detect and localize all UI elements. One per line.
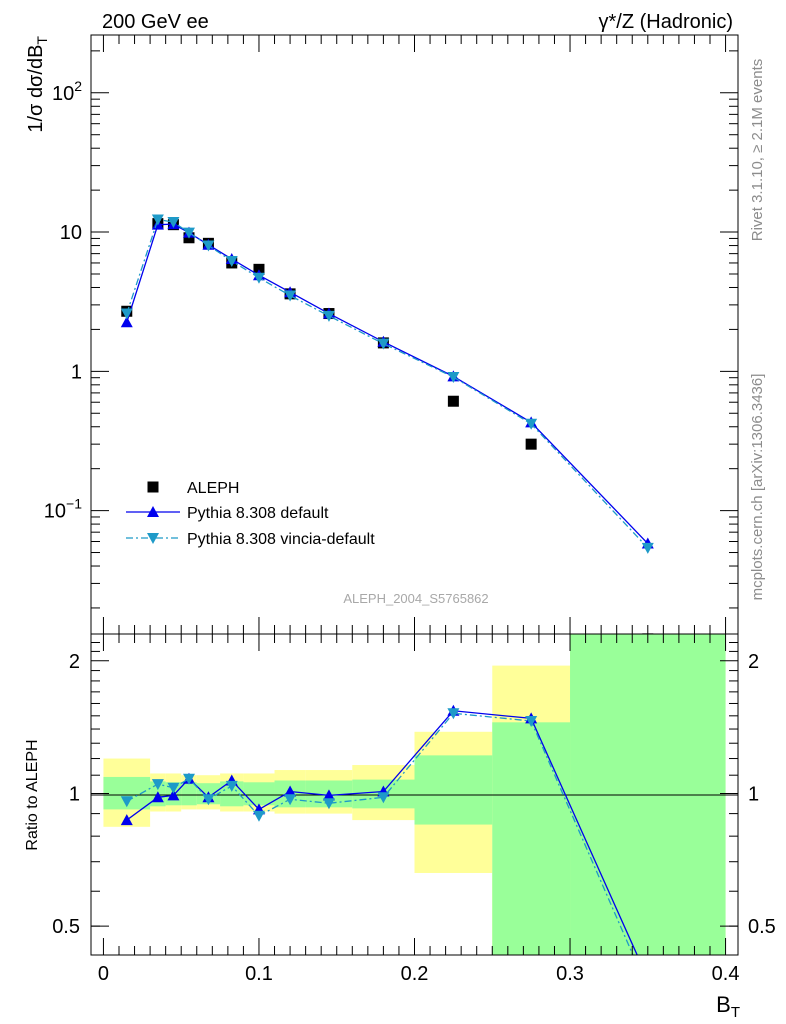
pythia-vincia-point <box>284 290 297 302</box>
pythia-vincia-point <box>151 214 164 226</box>
stat-uncertainty-band <box>492 722 571 955</box>
y-tick-label: 102 <box>52 78 82 105</box>
right-title: γ*/Z (Hadronic) <box>599 11 733 33</box>
pythia-vincia-line <box>126 218 649 549</box>
ratio-y-tick-label-left: 2 <box>69 651 80 673</box>
x-axis-label: BT <box>716 992 740 1021</box>
pythia-vincia-ratio-point <box>322 798 335 810</box>
stat-uncertainty-band <box>181 782 197 806</box>
mcplots-label: mcplots.cern.ch [arXiv:1306.3436] <box>749 374 766 601</box>
ratio-frame <box>90 633 739 956</box>
pythia-vincia-legend-label: Pythia 8.308 vincia-default <box>187 531 375 548</box>
main-panel: 102 10 1 10−1 1/σ dσ/dBT ALEPH_2004_S576586… <box>25 34 739 635</box>
pythia-vincia-ratio-point <box>182 773 195 785</box>
pythia-default-ratio-point <box>322 789 335 801</box>
pythia-vincia-point <box>252 272 265 284</box>
pythia-default-point <box>120 316 133 328</box>
pythia-default-ratio-point <box>284 785 297 797</box>
stat-uncertainty-band <box>243 782 275 806</box>
ratio-ylabel: Ratio to ALEPH <box>24 739 41 850</box>
rivet-label: Rivet 3.1.10, ≥ 2.1M events <box>749 59 766 242</box>
legend: ALEPH Pythia 8.308 default Pythia 8.308 vi… <box>126 480 375 548</box>
main-ylabel: 1/σ dσ/dBT <box>25 36 50 133</box>
pythia-vincia-point <box>322 310 335 322</box>
pythia-vincia-point <box>641 542 654 554</box>
y-tick-label: 10 <box>60 222 82 244</box>
pythia-default-ratio-point <box>151 791 164 803</box>
ratio-y-tick-label-left: 0.5 <box>52 916 80 938</box>
ratio-y-tick-label-right: 1 <box>748 783 759 805</box>
left-title: 200 GeV ee <box>102 11 209 33</box>
pythia-vincia-ratio-point <box>642 984 654 995</box>
pythia-vincia-point <box>525 418 538 430</box>
watermark: ALEPH_2004_S5765862 <box>343 591 488 606</box>
pythia-vincia-point <box>377 338 390 350</box>
pythia-default-legend-label: Pythia 8.308 default <box>187 505 329 522</box>
x-tick-label: 0.2 <box>401 963 429 985</box>
aleph-data-legend-label: ALEPH <box>187 480 239 497</box>
ratio-y-tick-label-right: 2 <box>748 651 759 673</box>
aleph-data-point <box>447 395 459 407</box>
pythia-vincia-ratio-point <box>120 796 133 808</box>
pythia-vincia-ratio-point <box>252 810 265 822</box>
x-tick-label: 0 <box>98 963 109 985</box>
pythia-vincia-ratio-point <box>225 780 238 792</box>
pythia-vincia-point <box>120 308 133 320</box>
pythia-vincia-ratio-point <box>377 792 390 804</box>
pythia-vincia-ratio-point <box>447 708 460 720</box>
x-tick-label: 0.1 <box>245 963 273 985</box>
aleph-data-legend-marker <box>147 481 159 493</box>
x-tick-label: 0.3 <box>556 963 584 985</box>
main-plot-area <box>120 214 654 634</box>
ratio-panel: 2 2 1 1 0.5 0.5 0 0.1 0.2 0.3 0.4 Ratio to ALEPH B… <box>24 633 776 1021</box>
pythia-vincia-ratio-point <box>167 782 180 794</box>
pythia-vincia-point <box>202 240 215 252</box>
y-tick-label: 1 <box>71 361 82 383</box>
ratio-plot-area <box>120 704 654 995</box>
pythia-default-ratio-point <box>120 814 133 826</box>
pythia-vincia-point <box>167 217 180 229</box>
pythia-vincia-ratio-point <box>284 794 297 806</box>
pythia-vincia-legend-marker <box>147 533 159 544</box>
main-axes: 102 10 1 10−1 <box>44 35 738 634</box>
aleph-data-point <box>525 438 537 450</box>
pythia-vincia-point <box>447 372 460 384</box>
stat-uncertainty-band <box>414 755 493 825</box>
ratio-y-tick-label-left: 1 <box>69 783 80 805</box>
pythia-vincia-point <box>225 255 238 267</box>
pythia-default-ratio-point <box>167 789 180 801</box>
y-tick-label: 10−1 <box>44 496 82 523</box>
pythia-vincia-point <box>182 227 195 239</box>
ratio-axes: 2 2 1 1 0.5 0.5 0 0.1 0.2 0.3 0.4 <box>52 634 776 985</box>
pythia-vincia-ratio-point <box>151 779 164 791</box>
x-tick-label: 0.4 <box>712 963 740 985</box>
pythia-default-legend-marker <box>147 506 159 517</box>
pythia-vincia-ratio-point <box>202 794 215 806</box>
pythia-vincia-ratio-point <box>525 715 538 727</box>
pythia-default-ratio-point <box>642 973 654 984</box>
ratio-y-tick-label-right: 0.5 <box>748 916 776 938</box>
